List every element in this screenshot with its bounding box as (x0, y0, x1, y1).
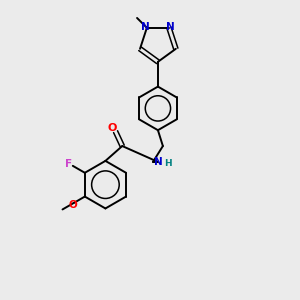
Text: F: F (65, 159, 72, 169)
Text: H: H (164, 159, 172, 168)
Text: N: N (166, 22, 174, 32)
Text: O: O (68, 200, 77, 210)
Text: N: N (154, 157, 162, 167)
Text: N: N (142, 22, 150, 32)
Text: O: O (108, 123, 117, 133)
